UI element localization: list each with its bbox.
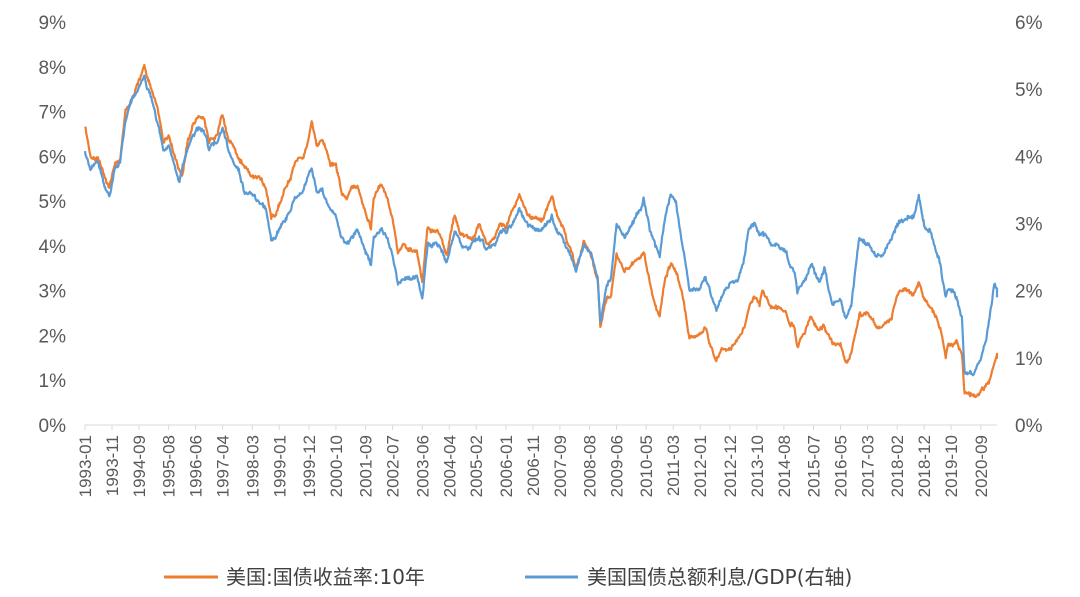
- x-tick-label: 1993-01: [76, 435, 95, 497]
- series-line-yield: [84, 63, 999, 399]
- x-tick-label: 2011-03: [664, 435, 683, 496]
- right-y-tick-label: 3%: [1015, 215, 1043, 236]
- right-y-tick-label: 5%: [1015, 80, 1043, 101]
- x-tick-label: 2017-03: [858, 435, 877, 497]
- x-tick-label: 2020-09: [972, 435, 991, 497]
- legend-label-yield: 美国:国债收益率:10年: [226, 565, 425, 589]
- x-tick-label: 2007-09: [551, 435, 570, 497]
- left-y-tick-label: 8%: [39, 58, 67, 79]
- x-tick-label: 1995-08: [160, 435, 179, 497]
- left-y-tick-label: 1%: [39, 371, 67, 392]
- x-tick-label: 2019-10: [942, 435, 961, 497]
- x-tick-label: 2016-05: [832, 435, 851, 497]
- x-tick-label: 2006-11: [524, 435, 543, 496]
- left-y-axis: 0% 1% 2% 3% 4% 5% 6% 7% 8% 9%: [39, 13, 67, 437]
- x-tick-label: 2005-02: [467, 435, 486, 497]
- x-tick-label: 1993-11: [103, 435, 122, 496]
- x-tick-label: 1999-12: [300, 435, 319, 497]
- x-tick-label: 2015-07: [805, 435, 824, 497]
- x-axis: 1993-01 1993-11 1994-09 1995-08 1996-06 1997-…: [76, 425, 991, 497]
- right-y-tick-label: 4%: [1015, 147, 1043, 168]
- left-y-tick-label: 9%: [39, 13, 67, 34]
- left-y-tick-label: 2%: [39, 326, 67, 347]
- x-tick-label: 1998-03: [243, 435, 262, 497]
- x-tick-label: 2012-01: [691, 435, 710, 497]
- legend-label-interest-gdp: 美国国债总额利息/GDP(右轴): [587, 565, 852, 589]
- right-y-tick-label: 1%: [1015, 349, 1043, 370]
- x-tick-label: 2004-04: [440, 435, 459, 497]
- x-tick-label: 2003-06: [413, 435, 432, 497]
- right-y-tick-label: 2%: [1015, 282, 1043, 303]
- series-line-interest-gdp: [83, 74, 999, 377]
- left-y-tick-label: 5%: [39, 192, 67, 213]
- right-y-tick-label: 6%: [1015, 13, 1043, 34]
- left-y-tick-label: 4%: [39, 237, 67, 258]
- x-tick-label: 2010-05: [637, 435, 656, 497]
- x-tick-label: 2018-12: [915, 435, 934, 497]
- legend: 美国:国债收益率:10年 美国国债总额利息/GDP(右轴): [164, 565, 852, 589]
- x-tick-label: 2001-09: [357, 435, 376, 497]
- x-tick-label: 2000-10: [327, 435, 346, 497]
- x-tick-label: 2002-07: [384, 435, 403, 497]
- right-y-axis: 0% 1% 2% 3% 4% 5% 6%: [1015, 13, 1043, 437]
- x-tick-label: 2014-08: [775, 435, 794, 497]
- x-tick-label: 2008-08: [581, 435, 600, 497]
- x-tick-label: 1996-06: [187, 435, 206, 497]
- left-y-tick-label: 0%: [39, 416, 67, 437]
- left-y-tick-label: 7%: [39, 103, 67, 124]
- left-y-tick-label: 3%: [39, 282, 67, 303]
- right-y-tick-label: 0%: [1015, 416, 1043, 437]
- x-tick-label: 2006-01: [497, 435, 516, 497]
- x-tick-label: 2013-10: [748, 435, 767, 497]
- x-tick-label: 2012-12: [721, 435, 740, 497]
- series-layer: [83, 63, 999, 399]
- x-tick-label: 2018-02: [888, 435, 907, 497]
- left-y-tick-label: 6%: [39, 147, 67, 168]
- x-tick-label: 2009-06: [608, 435, 627, 497]
- x-tick-label: 1999-01: [270, 435, 289, 497]
- x-tick-label: 1997-04: [214, 435, 233, 497]
- x-tick-label: 1994-09: [130, 435, 149, 497]
